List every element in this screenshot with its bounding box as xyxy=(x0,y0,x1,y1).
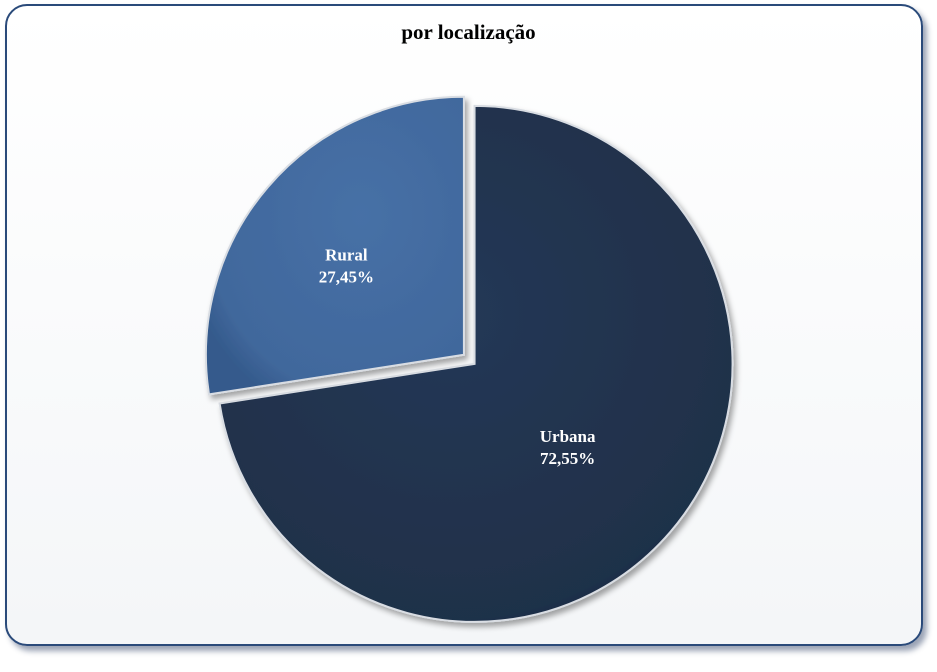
chart-title: por localização xyxy=(401,20,536,44)
slice-value-urbana: 72,55% xyxy=(540,449,595,468)
slice-label-urbana: Urbana xyxy=(540,427,596,446)
slice-label-rural: Rural xyxy=(325,246,368,265)
pie-slice-rural xyxy=(204,95,465,396)
slice-value-rural: 27,45% xyxy=(319,268,374,287)
pie-slice-urbana xyxy=(218,104,734,623)
